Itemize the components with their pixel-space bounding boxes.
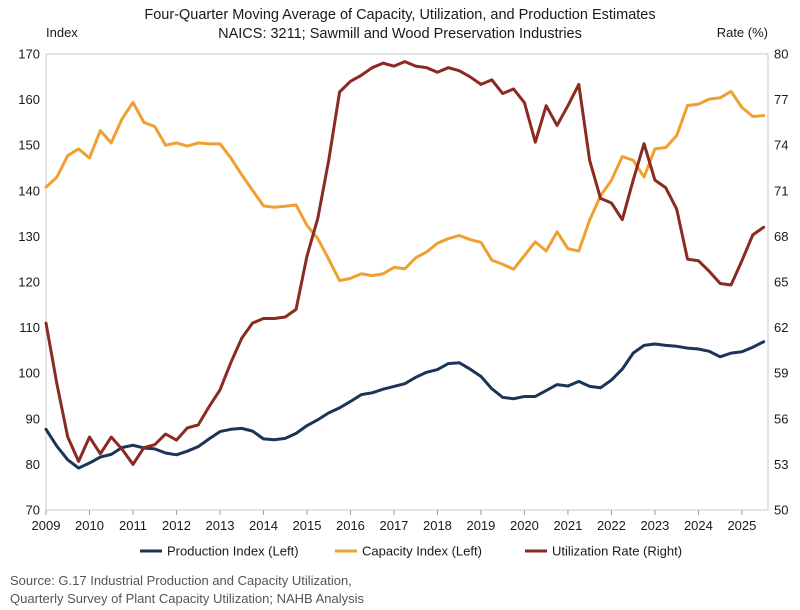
right-tick-label: 56 — [774, 411, 788, 426]
series-line-2 — [44, 89, 766, 283]
left-tick-label: 120 — [18, 275, 40, 290]
series-lines — [44, 60, 766, 470]
left-tick-label: 90 — [26, 411, 40, 426]
chart-title: Four-Quarter Moving Average of Capacity,… — [144, 7, 655, 23]
left-tick-label: 160 — [18, 92, 40, 107]
x-tick-label: 2014 — [249, 518, 278, 533]
x-tick-label: 2013 — [206, 518, 235, 533]
x-tick-label: 2025 — [727, 518, 756, 533]
legend: Production Index (Left) Capacity Index (L… — [140, 544, 682, 559]
x-tick-label: 2022 — [597, 518, 626, 533]
x-tick-label: 2011 — [119, 518, 147, 533]
left-tick-label: 100 — [18, 366, 40, 381]
x-axis-ticks: 2009 2010 2011 2012 2013 2014 2015 2016 2017 2018… — [32, 510, 756, 533]
x-tick-label: 2021 — [553, 518, 582, 533]
right-tick-label: 80 — [774, 47, 788, 62]
chart-subtitle: NAICS: 3211; Sawmill and Wood Preservati… — [218, 26, 582, 42]
right-tick-label: 62 — [774, 320, 788, 335]
right-tick-label: 50 — [774, 503, 788, 518]
series-line-3 — [44, 60, 766, 466]
left-tick-label: 150 — [18, 138, 40, 153]
x-tick-label: 2010 — [75, 518, 104, 533]
right-axis-title: Rate (%) — [717, 25, 768, 40]
right-tick-label: 53 — [774, 457, 788, 472]
right-tick-label: 77 — [774, 92, 788, 107]
right-tick-label: 71 — [774, 183, 788, 198]
right-tick-label: 68 — [774, 229, 788, 244]
x-tick-label: 2017 — [379, 518, 408, 533]
left-tick-label: 140 — [18, 183, 40, 198]
plot-frame — [45, 53, 769, 511]
source-line-1: Source: G.17 Industrial Production and C… — [10, 573, 352, 588]
source-note: Source: G.17 Industrial Production and C… — [10, 572, 364, 608]
right-tick-label: 65 — [774, 275, 788, 290]
source-line-2: Quarterly Survey of Plant Capacity Utili… — [10, 591, 365, 606]
x-tick-label: 2024 — [684, 518, 713, 533]
right-tick-label: 59 — [774, 366, 788, 381]
right-axis-ticks: 50 53 56 59 62 65 68 71 74 77 80 — [774, 47, 788, 518]
right-tick-label: 74 — [774, 138, 788, 153]
x-tick-label: 2016 — [336, 518, 365, 533]
legend-label: Production Index (Left) — [167, 544, 299, 559]
line-chart: Four-Quarter Moving Average of Capacity,… — [18, 7, 788, 559]
left-tick-label: 70 — [26, 503, 40, 518]
x-tick-label: 2018 — [423, 518, 452, 533]
left-tick-label: 110 — [19, 320, 40, 335]
x-tick-label: 2009 — [32, 518, 61, 533]
left-tick-label: 80 — [26, 457, 40, 472]
x-tick-label: 2020 — [510, 518, 539, 533]
left-tick-label: 130 — [18, 229, 40, 244]
left-axis-ticks: 70 80 90 100 110 120 130 140 150 160 170 — [18, 47, 40, 518]
left-axis-title: Index — [46, 25, 78, 40]
x-tick-label: 2015 — [293, 518, 322, 533]
x-tick-label: 2023 — [640, 518, 669, 533]
x-tick-label: 2012 — [162, 518, 191, 533]
x-tick-label: 2019 — [466, 518, 495, 533]
legend-label: Utilization Rate (Right) — [552, 544, 682, 559]
legend-label: Capacity Index (Left) — [362, 544, 482, 559]
left-tick-label: 170 — [18, 47, 40, 62]
series-line-1 — [44, 340, 766, 470]
